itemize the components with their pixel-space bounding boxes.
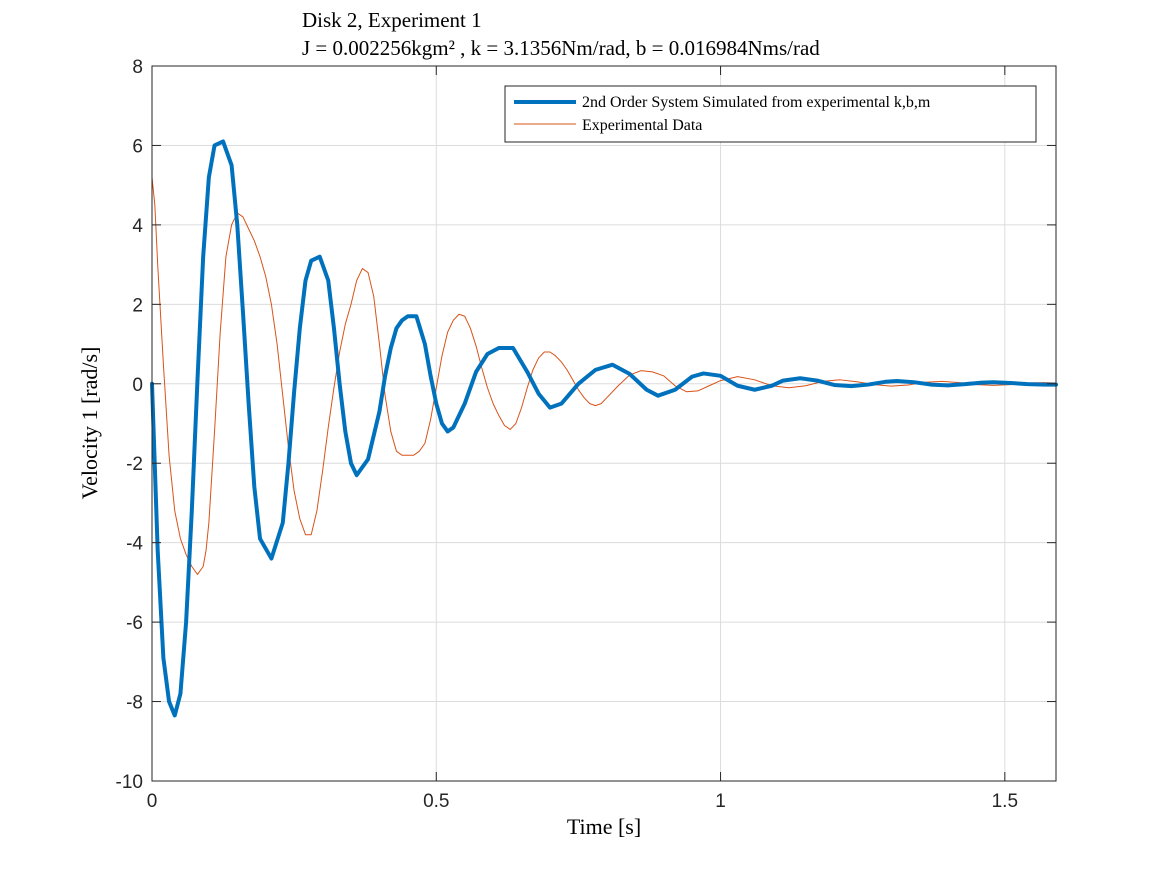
y-tick-label: 6 [132,136,143,157]
y-tick-label: 0 [132,375,143,396]
series-line-simulated [150,139,1058,718]
x-tick-label: 0.5 [423,791,449,812]
x-tick-label: 1 [715,791,726,812]
y-tick-label: -8 [126,693,143,714]
y-tick-label: 2 [132,295,143,316]
plot-series [150,139,1058,718]
x-tick-label: 1.5 [992,791,1018,812]
grid [151,65,1056,782]
y-axis-title: Velocity 1 [rad/s] [77,347,102,500]
y-tick-label: -6 [126,613,143,634]
legend-box [504,85,1037,143]
y-tick-label: -4 [126,534,143,555]
legend-label-simulated: 2nd Order System Simulated from experime… [582,94,931,111]
y-tick-label: -2 [126,454,143,475]
y-tick-label: -10 [116,772,143,793]
legend: 2nd Order System Simulated from experime… [504,85,1037,143]
chart-title-line-2: J = 0.002256kgm² , k = 3.1356Nm/rad, b =… [302,36,820,60]
series-line-experimental [151,176,1057,575]
y-tick-label: 8 [132,57,143,78]
axes-box [151,65,1057,782]
legend-label-experimental: Experimental Data [582,117,702,134]
x-tick-label: 0 [147,791,158,812]
y-tick-label: 4 [132,216,143,237]
chart-title-line-1: Disk 2, Experiment 1 [302,8,482,32]
x-axis-title: Time [s] [567,814,641,839]
axis-ticks: 0 0.5 1 1.5 -10 -8 -6 -4 -2 0 2 4 6 8 [116,57,1056,812]
